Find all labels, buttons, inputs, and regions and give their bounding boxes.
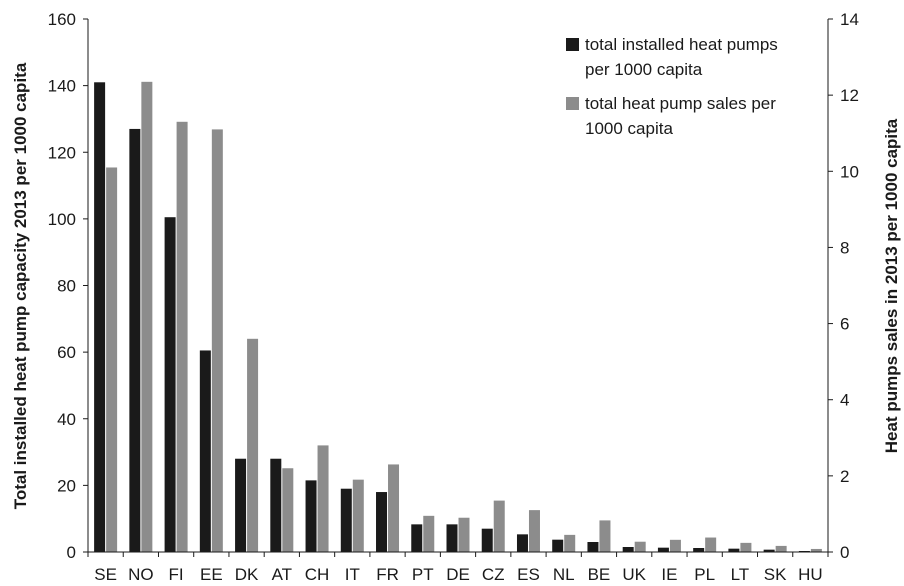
x-tick-label-sk: SK — [764, 565, 787, 584]
bar-sales-ie — [669, 539, 681, 552]
x-tick-label-be: BE — [588, 565, 611, 584]
bar-installed-fi — [164, 217, 176, 552]
legend-swatch-sales — [566, 97, 579, 110]
bar-sales-hu — [810, 548, 822, 552]
bar-sales-dk — [247, 338, 259, 552]
bar-sales-pl — [705, 537, 717, 552]
legend-label-sales-line2: 1000 capita — [585, 119, 673, 138]
bar-installed-no — [129, 128, 141, 552]
y-left-tick-label-20: 20 — [57, 476, 76, 495]
bar-sales-it — [352, 479, 364, 552]
bar-installed-it — [340, 488, 352, 552]
bar-sales-be — [599, 520, 611, 552]
bar-sales-nl — [564, 534, 576, 552]
bar-installed-ch — [305, 480, 317, 552]
bars-group — [94, 81, 822, 553]
x-tick-label-at: AT — [272, 565, 292, 584]
bar-installed-lt — [728, 548, 740, 552]
y-left-tick-label-160: 160 — [48, 10, 76, 29]
y-right-tick-label-0: 0 — [840, 543, 849, 562]
bar-sales-ee — [211, 129, 223, 552]
bar-sales-fr — [388, 464, 400, 552]
bar-sales-se — [106, 167, 118, 552]
bar-sales-pt — [423, 515, 435, 552]
bar-sales-ch — [317, 445, 329, 552]
x-tick-label-pt: PT — [412, 565, 434, 584]
bar-installed-ee — [199, 350, 211, 552]
bar-installed-uk — [622, 547, 634, 552]
bar-installed-dk — [235, 458, 247, 552]
y-right-tick-label-4: 4 — [840, 391, 849, 410]
y-axis-left-title: Total installed heat pump capacity 2013 … — [11, 62, 30, 509]
bar-installed-nl — [552, 539, 564, 552]
bar-sales-fi — [176, 121, 188, 553]
x-tick-label-se: SE — [94, 565, 117, 584]
bar-sales-at — [282, 468, 294, 552]
y-right-tick-label-2: 2 — [840, 467, 849, 486]
x-tick-label-ch: CH — [305, 565, 330, 584]
x-tick-label-ee: EE — [200, 565, 223, 584]
x-tick-label-nl: NL — [553, 565, 575, 584]
bar-sales-es — [528, 510, 540, 552]
x-tick-label-lt: LT — [731, 565, 750, 584]
y-left-tick-label-140: 140 — [48, 77, 76, 96]
legend-label-installed-line1: total installed heat pumps — [585, 35, 778, 54]
axes-group: SE NO FI EE DK AT CH IT FR PT DE CZ ES NL BE UK IE PL LT SK… — [48, 10, 859, 584]
x-tick-label-uk: UK — [622, 565, 646, 584]
y-right-tick-label-10: 10 — [840, 162, 859, 181]
x-tick-label-ie: IE — [661, 565, 677, 584]
y-right-tick-label-14: 14 — [840, 10, 859, 29]
x-tick-label-pl: PL — [694, 565, 715, 584]
legend-label-sales-line1: total heat pump sales per — [585, 94, 776, 113]
bar-installed-pt — [411, 524, 423, 552]
x-tick-label-no: NO — [128, 565, 154, 584]
bar-installed-de — [446, 524, 458, 552]
x-tick-label-hu: HU — [798, 565, 823, 584]
x-tick-label-fi: FI — [169, 565, 184, 584]
legend-swatch-installed — [566, 38, 579, 51]
bar-sales-lt — [740, 542, 752, 552]
bar-installed-se — [94, 82, 106, 552]
bar-sales-cz — [493, 500, 505, 552]
y-right-tick-label-8: 8 — [840, 238, 849, 257]
y-left-tick-label-40: 40 — [57, 410, 76, 429]
legend-label-installed-line2: per 1000 capita — [585, 60, 703, 79]
y-left-tick-label-60: 60 — [57, 343, 76, 362]
bar-installed-cz — [481, 528, 493, 552]
bar-sales-uk — [634, 541, 646, 552]
y-left-tick-label-120: 120 — [48, 143, 76, 162]
bar-installed-be — [587, 542, 599, 552]
bar-sales-no — [141, 81, 153, 552]
y-left-tick-label-100: 100 — [48, 210, 76, 229]
x-tick-label-de: DE — [446, 565, 470, 584]
bar-installed-fr — [376, 492, 388, 552]
bar-installed-at — [270, 458, 282, 552]
x-tick-label-es: ES — [517, 565, 540, 584]
y-axis-right-title: Heat pumps sales in 2013 per 1000 capita — [882, 118, 901, 453]
y-right-tick-label-12: 12 — [840, 86, 859, 105]
y-left-tick-label-0: 0 — [67, 543, 76, 562]
legend: total installed heat pumps per 1000 capi… — [566, 35, 778, 138]
bar-sales-de — [458, 517, 470, 552]
x-tick-label-fr: FR — [376, 565, 399, 584]
y-left-tick-label-80: 80 — [57, 277, 76, 296]
bar-installed-es — [516, 534, 528, 552]
bar-installed-sk — [763, 549, 775, 552]
x-tick-label-dk: DK — [235, 565, 259, 584]
bar-installed-ie — [657, 547, 669, 552]
bar-sales-sk — [775, 545, 787, 552]
x-tick-label-it: IT — [345, 565, 360, 584]
bar-installed-pl — [693, 548, 705, 552]
x-tick-label-cz: CZ — [482, 565, 505, 584]
y-right-tick-label-6: 6 — [840, 315, 849, 334]
